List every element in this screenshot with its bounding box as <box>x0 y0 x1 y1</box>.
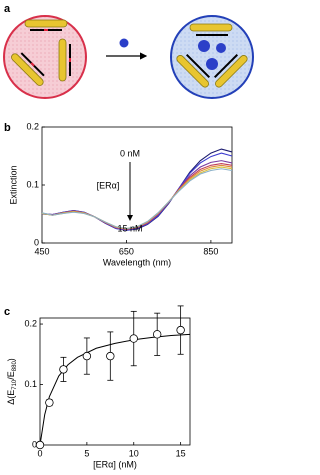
diagram-before <box>3 15 87 99</box>
x-tick-label: 15 <box>176 448 186 458</box>
protein-icon <box>119 38 129 48</box>
spectrum-line <box>41 160 233 231</box>
x-tick-label: 650 <box>119 246 134 256</box>
diagram-after <box>170 15 254 99</box>
data-point <box>45 398 54 407</box>
panel-label: a <box>4 3 11 15</box>
x-tick-label: 0 <box>37 448 42 458</box>
x-tick-label: 5 <box>84 448 89 458</box>
y-axis-label-part: 880 <box>12 361 18 372</box>
x-axis-label: [ERα] (nM) <box>93 459 137 469</box>
data-point <box>82 351 92 361</box>
y-axis-label-part: Δ(E <box>6 390 16 405</box>
panel-label: b <box>4 122 11 134</box>
data-point <box>35 440 45 450</box>
data-point <box>106 351 115 361</box>
y-tick-label: 0.1 <box>24 379 37 389</box>
y-axis-label-part: ) <box>6 358 16 361</box>
panel-label: c <box>4 306 10 318</box>
fit-curve <box>39 333 191 446</box>
y-tick-label: 0 <box>32 439 37 449</box>
y-axis-label-part: /E <box>6 371 16 380</box>
annotation: 15 nM <box>117 223 142 233</box>
y-tick-label: 0.2 <box>26 121 39 131</box>
y-tick-label: 0 <box>34 237 39 247</box>
spectrum-line <box>41 168 233 230</box>
plot-frame <box>39 317 191 446</box>
spectrum-line <box>41 152 233 231</box>
data-point <box>152 330 162 339</box>
spectrum-line <box>41 166 233 230</box>
figure: a b c 0 0.1 0.2 450 650 850 Wavelength (nm) Ext… <box>3 3 254 469</box>
annotation: [ERα] <box>97 180 120 190</box>
y-tick-label: 0.1 <box>26 179 39 189</box>
y-axis-label-part: 710 <box>12 379 18 390</box>
x-tick-label: 10 <box>129 448 139 458</box>
y-axis-label: Extinction <box>8 165 18 204</box>
x-tick-label: 450 <box>34 246 49 256</box>
annotation: 0 nM <box>120 148 140 158</box>
data-point <box>129 334 138 343</box>
x-axis-label: Wavelength (nm) <box>103 257 171 267</box>
data-point <box>176 325 185 335</box>
data-point <box>59 365 68 374</box>
y-axis-label: Δ(E710/E880) <box>6 358 17 405</box>
x-tick-label: 850 <box>203 246 218 256</box>
spectrum-line <box>41 164 233 230</box>
y-tick-label: 0.2 <box>24 318 37 328</box>
